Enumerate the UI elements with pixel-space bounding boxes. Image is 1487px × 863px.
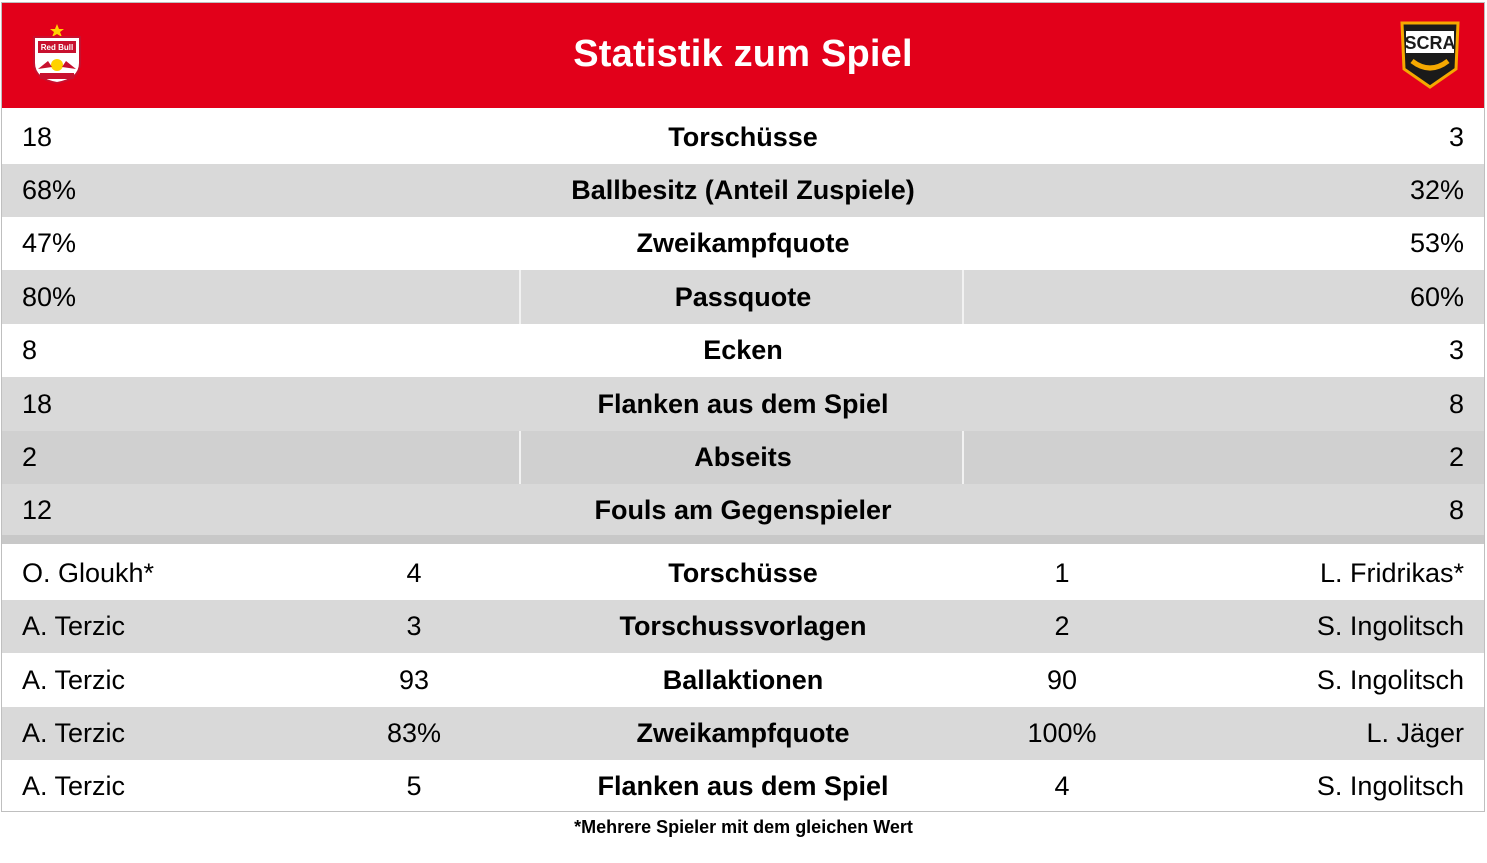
column-separator xyxy=(962,270,964,324)
away-player-name: S. Ingolitsch xyxy=(1316,664,1464,695)
stat-label: Passquote xyxy=(674,281,812,312)
column-separator xyxy=(519,270,521,324)
stat-label: Fouls am Gegenspieler xyxy=(594,494,892,525)
column-separator xyxy=(962,431,964,484)
team-away-value: 2 xyxy=(1448,442,1464,472)
team-away-value: 32% xyxy=(1409,175,1464,205)
team-stat-row: 2 Abseits 2 xyxy=(2,431,1484,484)
stat-label: Flanken aus dem Spiel xyxy=(597,388,889,419)
team-away-value: 8 xyxy=(1448,388,1464,419)
team-away-value: 8 xyxy=(1448,494,1464,525)
stat-label: Ecken xyxy=(703,335,783,365)
team-home-value: 80% xyxy=(22,281,77,312)
column-separator xyxy=(519,431,521,484)
away-player-value: 2 xyxy=(1054,611,1070,641)
red-bull-logo: Red Bull xyxy=(33,24,81,85)
stat-label: Ballaktionen xyxy=(662,664,824,695)
team-home-value: 8 xyxy=(22,335,38,365)
team-away-value: 3 xyxy=(1448,121,1464,152)
home-player-value: 4 xyxy=(406,557,422,588)
team-stat-row: 12 Fouls am Gegenspieler 8 xyxy=(2,484,1484,536)
home-player-name: A. Terzic xyxy=(22,771,126,801)
team-away-value: 60% xyxy=(1409,281,1464,312)
away-player-value: 4 xyxy=(1054,771,1070,801)
team-stat-row: 68% Ballbesitz (Anteil Zuspiele) 32% xyxy=(2,164,1484,217)
team-stat-row: 18 Torschüsse 3 xyxy=(2,110,1484,164)
team-stat-row: 18 Flanken aus dem Spiel 8 xyxy=(2,377,1484,431)
scra-logo: SCRA xyxy=(1400,21,1460,89)
player-stat-row: O. Gloukh* 4 Torschüsse 1 L. Fridrikas* xyxy=(2,546,1484,600)
away-player-value: 100% xyxy=(1027,718,1097,748)
stat-label: Zweikampfquote xyxy=(636,228,850,258)
player-stat-row: A. Terzic 3 Torschussvorlagen 2 S. Ingolitsc… xyxy=(2,600,1484,653)
home-player-name: O. Gloukh* xyxy=(22,557,155,588)
team-home-value: 2 xyxy=(22,442,38,472)
team-away-value: 3 xyxy=(1448,335,1464,365)
stat-label: Abseits xyxy=(694,442,792,472)
svg-text:SCRA: SCRA xyxy=(1404,33,1455,53)
home-player-value: 93 xyxy=(398,664,430,695)
team-stat-row: 8 Ecken 3 xyxy=(2,324,1484,377)
stat-label: Torschüsse xyxy=(668,557,818,588)
home-player-value: 3 xyxy=(406,611,422,641)
player-stat-row: A. Terzic 93 Ballaktionen 90 S. Ingolitsch xyxy=(2,653,1484,707)
team-away-value: 53% xyxy=(1409,228,1464,258)
away-player-name: L. Fridrikas* xyxy=(1319,557,1464,588)
stat-label: Torschüsse xyxy=(668,121,818,152)
svg-text:Red Bull: Red Bull xyxy=(41,43,73,52)
home-player-name: A. Terzic xyxy=(22,611,126,641)
team-home-value: 18 xyxy=(22,388,53,419)
team-stat-row: 47% Zweikampfquote 53% xyxy=(2,217,1484,270)
away-player-name: S. Ingolitsch xyxy=(1316,611,1464,641)
home-player-name: A. Terzic xyxy=(22,664,126,695)
player-stat-row: A. Terzic 83% Zweikampfquote 100% L. Jäger xyxy=(2,707,1484,760)
section-divider xyxy=(2,535,1484,544)
stat-label: Zweikampfquote xyxy=(636,718,850,748)
stat-label: Flanken aus dem Spiel xyxy=(597,771,889,801)
home-player-name: A. Terzic xyxy=(22,718,126,748)
home-player-value: 5 xyxy=(406,771,422,801)
home-player-value: 83% xyxy=(386,718,442,748)
page-title: Statistik zum Spiel xyxy=(573,33,913,75)
header-bar: Red Bull Statistik zum Spiel SCRA xyxy=(2,3,1484,108)
footnote: *Mehrere Spieler mit dem gleichen Wert xyxy=(574,817,913,837)
away-player-name: S. Ingolitsch xyxy=(1316,771,1464,801)
team-stat-row: 80% Passquote 60% xyxy=(2,270,1484,324)
stat-label: Torschussvorlagen xyxy=(619,611,867,641)
stats-table: Red Bull Statistik zum Spiel SCRA 18 Tors… xyxy=(1,2,1485,812)
team-home-value: 47% xyxy=(22,228,77,258)
team-home-value: 68% xyxy=(22,175,77,205)
team-home-value: 12 xyxy=(22,494,53,525)
away-player-name: L. Jäger xyxy=(1366,718,1464,748)
team-home-value: 18 xyxy=(22,121,53,152)
stat-label: Ballbesitz (Anteil Zuspiele) xyxy=(571,175,915,205)
player-stat-row: A. Terzic 5 Flanken aus dem Spiel 4 S. Ingol… xyxy=(2,760,1484,811)
away-player-value: 1 xyxy=(1054,557,1070,588)
away-player-value: 90 xyxy=(1046,664,1078,695)
